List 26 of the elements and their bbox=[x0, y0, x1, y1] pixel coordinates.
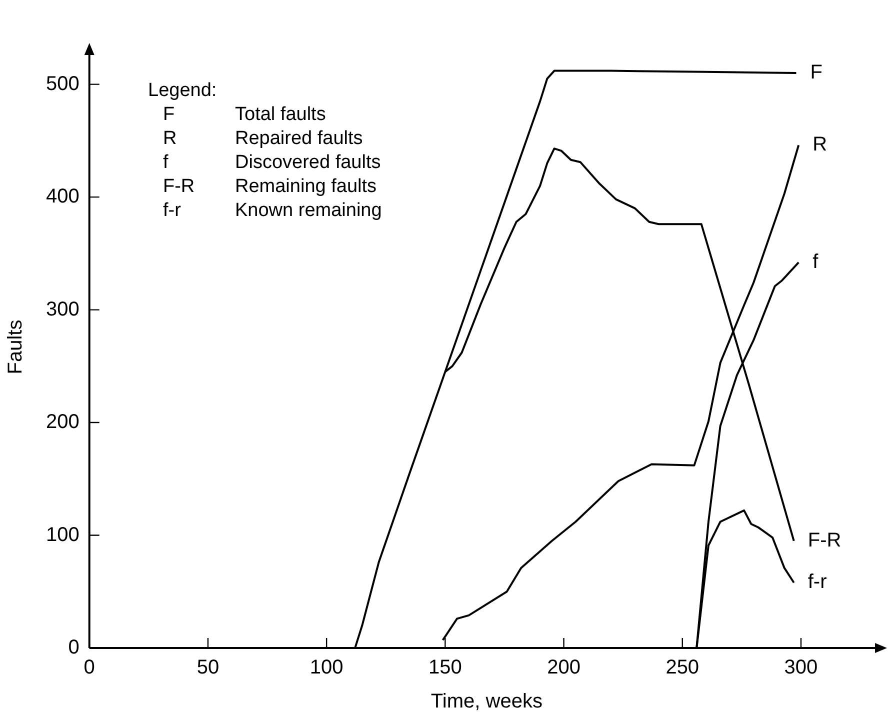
text: f Discovered faults bbox=[163, 152, 381, 173]
y-tick-label: 300 bbox=[46, 298, 80, 320]
y-tick-label: 0 bbox=[68, 636, 80, 659]
x-tick-label: 250 bbox=[666, 656, 700, 679]
x-tick-label: 100 bbox=[310, 656, 344, 679]
text: F-R Remaining faults bbox=[163, 176, 377, 197]
y-tick-label: 500 bbox=[46, 72, 80, 95]
x-tick-label: 150 bbox=[428, 656, 462, 679]
series-label: F bbox=[810, 62, 822, 84]
series-label: R bbox=[812, 134, 828, 156]
y-tick-label: 400 bbox=[46, 186, 80, 208]
y-tick-label: 100 bbox=[46, 524, 80, 546]
text: f-r Known remaining bbox=[163, 200, 382, 221]
x-tick-label: 200 bbox=[547, 656, 580, 679]
x-tick-label: 50 bbox=[196, 656, 220, 679]
y-tick-label: 200 bbox=[46, 411, 80, 434]
annotation: Legend: bbox=[148, 80, 217, 101]
y-axis-title: Faults bbox=[4, 320, 27, 374]
x-tick-label: 300 bbox=[784, 656, 818, 679]
text: F Total faults bbox=[163, 104, 326, 125]
series-label: f-r bbox=[808, 571, 828, 594]
x-axis-title: Time, weeks bbox=[430, 690, 542, 713]
text: R Repaired faults bbox=[163, 128, 363, 149]
series-label: f bbox=[812, 250, 819, 273]
series-label: F-R bbox=[808, 529, 842, 552]
x-tick-label: 0 bbox=[84, 656, 95, 679]
